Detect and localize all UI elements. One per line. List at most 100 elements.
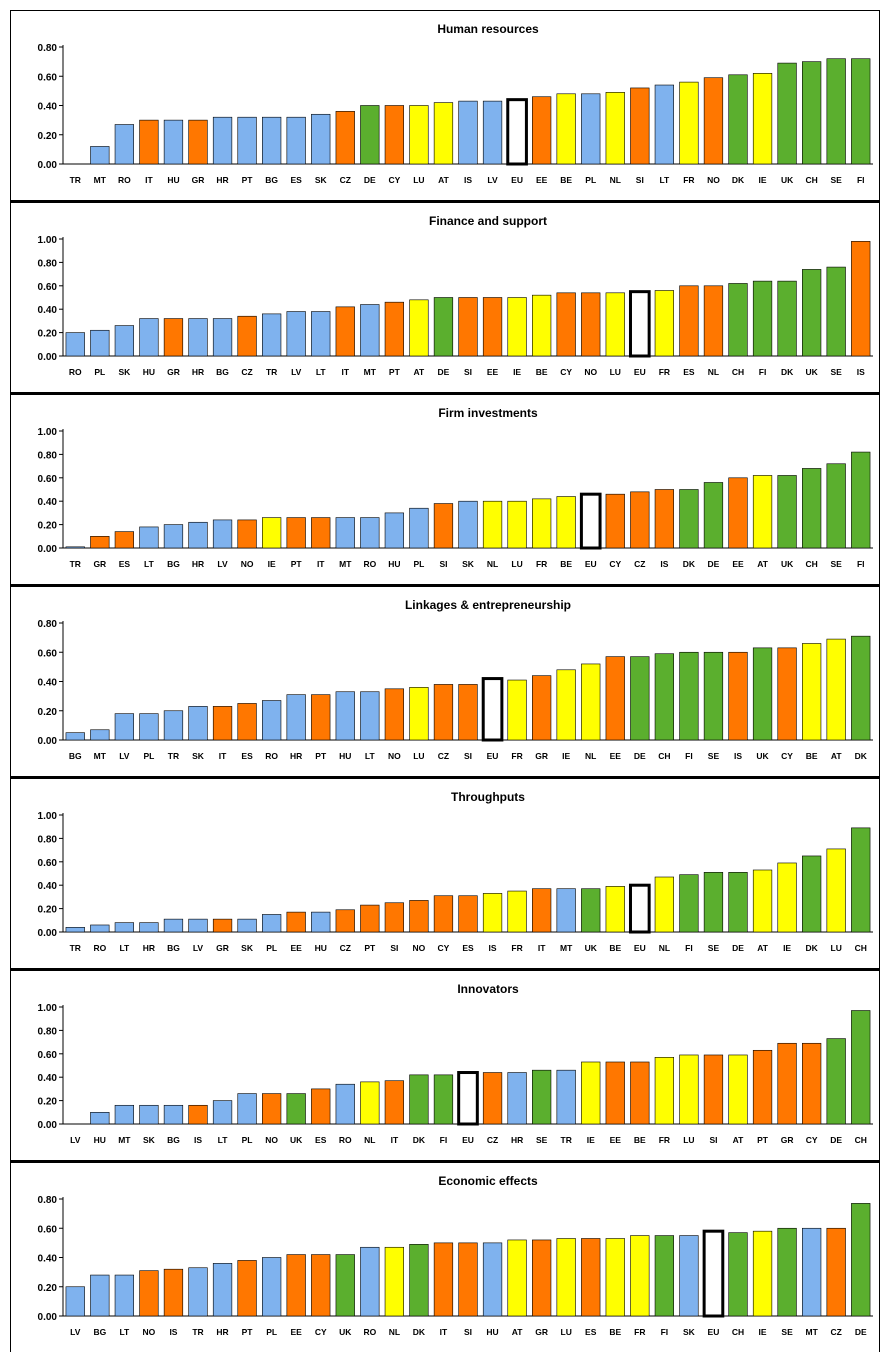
category-label: LV [119,751,130,761]
bar-tr [556,1069,576,1125]
category-label: RO [93,943,106,953]
category-label: SK [143,1135,156,1145]
bar-lv [482,100,503,165]
category-label: FR [634,1327,645,1337]
bar-dk [409,1244,429,1317]
category-label: BG [167,943,180,953]
category-label: RO [339,1135,352,1145]
bar-tr [188,1267,208,1317]
category-label: IT [317,559,325,569]
bar-tr [262,313,282,357]
category-label: SI [464,367,472,377]
y-tick-label: 0.40 [38,102,58,113]
category-label: UK [781,559,794,569]
bar-de [826,1038,846,1125]
category-label: EU [585,559,597,569]
chart-panel-6: Economic effects 0.00 0.20 0.40 0.60 0.80 LV BG… [10,1163,880,1352]
bar-ee [286,911,306,933]
category-label: EU [487,751,499,761]
chart-panel-1: Finance and support 0.00 0.20 0.40 0.60 0.80 1… [10,203,880,395]
category-label: HU [315,943,327,953]
category-label: IS [169,1327,177,1337]
category-label: IT [219,751,227,761]
bar-fi [851,58,871,165]
category-label: SE [708,943,720,953]
y-tick-label: 0.60 [38,1050,58,1061]
bar-pt [286,517,306,549]
category-label: IE [268,559,276,569]
bar-be [630,1061,650,1125]
bar-ie [777,862,797,933]
bar-lv [212,519,233,549]
category-label: DE [364,175,376,185]
y-tick-label: 0.20 [38,1097,58,1108]
bar-ch [802,468,822,549]
bar-fi [654,1235,674,1317]
bar-lu [679,1054,699,1125]
category-label: PL [585,175,596,185]
bar-si [703,1054,724,1125]
bar-sk [188,706,208,741]
category-label: IS [464,175,472,185]
bar-ee [482,297,503,357]
category-label: IT [538,943,546,953]
category-label: LT [365,751,376,761]
bar-cz [433,684,454,741]
category-label: PT [315,751,327,761]
bar-sk [139,1104,159,1125]
bar-it [311,517,331,549]
bar-is [163,1268,184,1317]
bar-sk [237,918,257,933]
bar-fr [507,890,527,933]
category-label: BG [93,1327,106,1337]
category-label: SI [464,1327,472,1337]
category-label: LT [659,175,670,185]
category-label: HR [192,367,204,377]
bar-lu [507,500,527,549]
category-label: SE [708,751,720,761]
bar-tr [65,546,85,549]
category-label: UK [756,751,769,761]
category-label: BG [167,1135,180,1145]
bar-gr [532,675,552,741]
category-label: HR [143,943,155,953]
bar-ee [286,1254,306,1317]
category-label: AT [757,559,769,569]
category-label: FI [857,559,865,569]
category-label: GR [167,367,180,377]
category-label: FI [661,1327,669,1337]
bar-pl [409,507,429,549]
bar-eu [628,290,651,358]
bar-nl [581,663,601,741]
category-label: UK [805,367,818,377]
category-label: EE [487,367,499,377]
bar-bg [163,918,184,933]
bar-hr [286,694,306,741]
category-label: SE [781,1327,793,1337]
category-label: CY [315,1327,327,1337]
category-label: HR [290,751,302,761]
category-label: CZ [438,751,449,761]
category-label: NL [487,559,498,569]
bar-at [409,299,429,357]
y-tick-label: 0.40 [38,305,58,316]
category-label: AT [831,751,843,761]
bar-ee [605,656,625,741]
y-tick-label: 1.00 [38,811,58,822]
y-tick-label: 0.60 [38,1224,58,1235]
bar-nl [482,500,503,549]
category-label: IS [734,751,742,761]
category-label: CZ [487,1135,498,1145]
category-label: NL [389,1327,400,1337]
bar-nl [654,876,674,933]
category-label: ES [315,1135,327,1145]
y-tick-label: 0.40 [38,881,58,892]
category-label: GR [93,559,106,569]
bar-nl [384,1246,404,1317]
bar-hu [335,691,355,741]
category-label: DE [634,751,646,761]
bar-ch [728,1232,748,1317]
category-label: NL [610,175,621,185]
bar-is [188,1104,208,1125]
category-label: LT [119,943,130,953]
